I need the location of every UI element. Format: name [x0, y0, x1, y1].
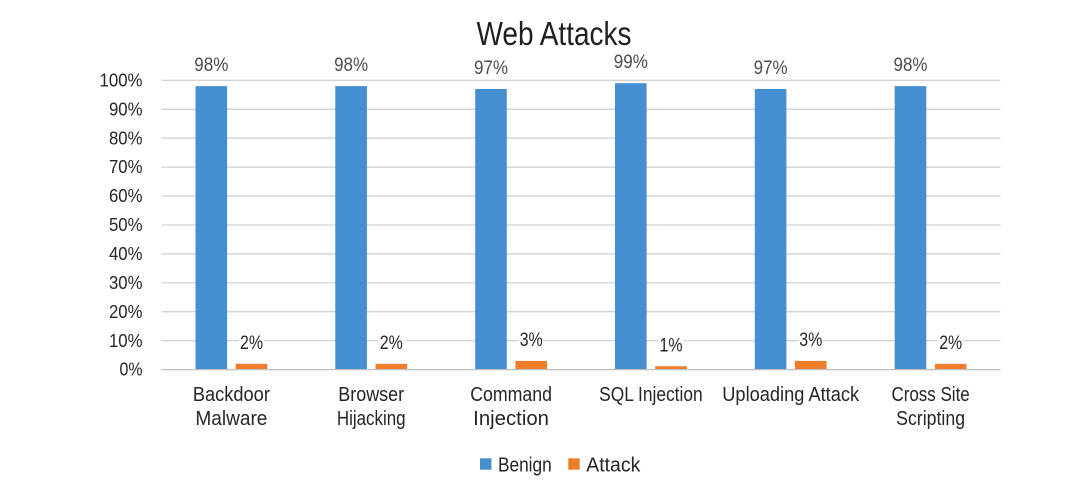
svg-text:90%: 90%: [109, 99, 143, 119]
svg-text:20%: 20%: [109, 302, 143, 322]
svg-text:2%: 2%: [380, 333, 403, 354]
svg-text:Hijacking: Hijacking: [337, 408, 406, 430]
svg-text:50%: 50%: [109, 215, 143, 235]
svg-text:Attack: Attack: [586, 454, 641, 476]
svg-text:Malware: Malware: [195, 408, 267, 430]
svg-text:SQL Injection: SQL Injection: [599, 384, 703, 406]
svg-text:98%: 98%: [194, 55, 228, 76]
svg-text:2%: 2%: [240, 333, 263, 354]
svg-text:1%: 1%: [660, 336, 683, 357]
svg-text:100%: 100%: [100, 70, 143, 90]
svg-text:97%: 97%: [474, 58, 508, 79]
svg-text:97%: 97%: [754, 58, 788, 79]
svg-text:Benign: Benign: [498, 454, 552, 476]
svg-text:60%: 60%: [109, 186, 143, 206]
svg-text:Injection: Injection: [473, 408, 549, 430]
svg-text:Backdoor: Backdoor: [193, 384, 270, 406]
svg-text:Command: Command: [470, 384, 552, 406]
svg-text:70%: 70%: [109, 157, 143, 177]
svg-text:3%: 3%: [799, 330, 822, 351]
svg-text:99%: 99%: [614, 52, 648, 73]
svg-text:2%: 2%: [939, 333, 962, 354]
svg-text:80%: 80%: [109, 128, 143, 148]
svg-text:0%: 0%: [120, 360, 143, 380]
svg-text:Web Attacks: Web Attacks: [477, 15, 632, 52]
svg-text:3%: 3%: [520, 330, 543, 351]
svg-text:98%: 98%: [894, 55, 928, 76]
svg-text:Cross Site: Cross Site: [891, 384, 969, 406]
svg-text:Browser: Browser: [338, 384, 404, 406]
svg-text:40%: 40%: [109, 244, 143, 264]
svg-text:98%: 98%: [334, 55, 368, 76]
svg-text:Scripting: Scripting: [896, 408, 965, 430]
svg-text:30%: 30%: [109, 273, 143, 293]
svg-text:10%: 10%: [109, 331, 143, 351]
svg-text:Uploading Attack: Uploading Attack: [722, 384, 860, 406]
